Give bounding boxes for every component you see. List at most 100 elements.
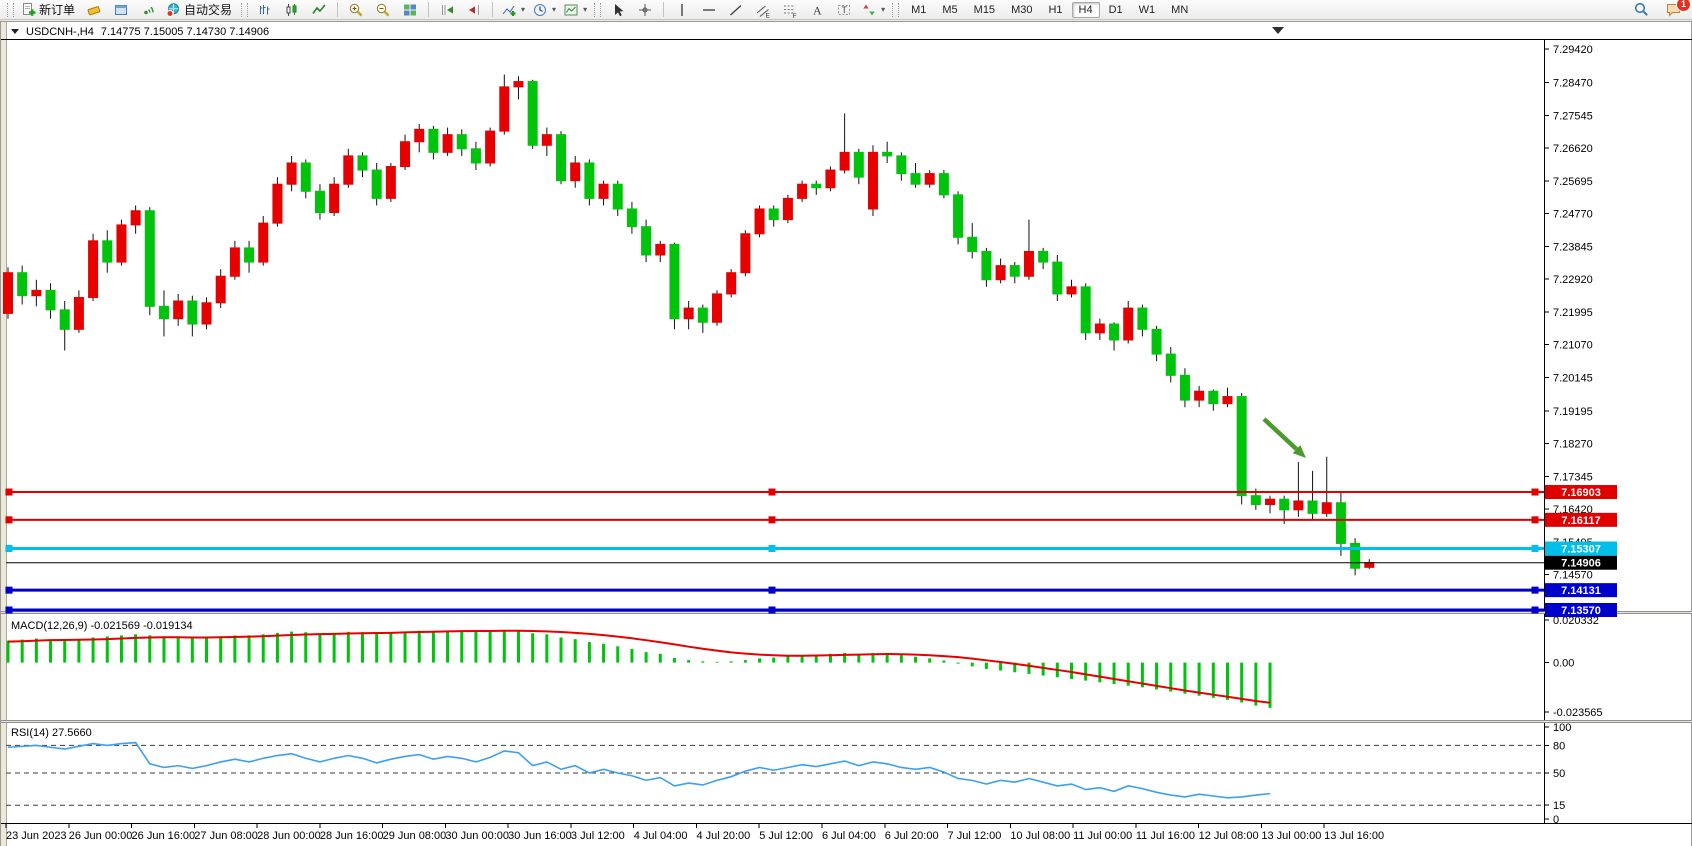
candlestick — [45, 289, 56, 311]
candlestick — [158, 305, 169, 320]
horizontal-line-7.16117[interactable]: 7.16117 — [5, 512, 1618, 527]
candlestick — [314, 190, 325, 214]
fibonacci-icon: F — [782, 2, 798, 18]
candlestick — [1080, 286, 1091, 334]
svg-text:7.18270: 7.18270 — [1553, 439, 1593, 451]
current-price-7.14906[interactable]: 7.14906 — [6, 555, 1617, 570]
channel-tool-button[interactable]: E — [750, 0, 776, 20]
timeframe-button-m1[interactable]: M1 — [911, 3, 927, 16]
cursor-tool-button[interactable] — [605, 0, 631, 20]
bar-chart-icon — [257, 2, 273, 18]
timeframe-button-h4[interactable]: H4 — [1071, 1, 1100, 18]
new-order-button[interactable]: 新订单 — [18, 0, 80, 20]
search-icon — [1633, 1, 1650, 18]
svg-text:11 Jul 16:00: 11 Jul 16:00 — [1136, 830, 1195, 842]
toolbar-grip[interactable] — [7, 2, 14, 17]
line-handle — [1531, 606, 1539, 614]
svg-text:0.00: 0.00 — [1553, 658, 1574, 670]
annotation-arrow[interactable] — [1262, 417, 1306, 458]
svg-text:0.020332: 0.020332 — [1553, 615, 1599, 627]
notifications-button[interactable]: 1 — [1660, 0, 1691, 20]
search-button[interactable] — [1628, 0, 1654, 20]
autotrading-icon — [165, 2, 181, 18]
svg-text:7.20145: 7.20145 — [1553, 372, 1593, 384]
timeframe-button-h1[interactable]: H1 — [1048, 3, 1063, 16]
line-handle — [768, 516, 776, 524]
signal-button[interactable] — [135, 0, 161, 20]
timeframe-button-m30[interactable]: M30 — [1011, 3, 1033, 16]
vertical-line-icon — [674, 2, 690, 18]
indicators-button[interactable]: ▾ — [498, 0, 528, 20]
periods-button[interactable]: ▾ — [529, 0, 559, 20]
candlestick — [201, 302, 212, 325]
zoom-out-button[interactable] — [370, 0, 396, 20]
timeframe-button-w1[interactable]: W1 — [1138, 3, 1156, 16]
horizontal-line-tool-button[interactable] — [696, 0, 722, 20]
svg-text:28 Jun 00:00: 28 Jun 00:00 — [257, 830, 321, 842]
candlestick — [485, 130, 496, 164]
templates-icon — [563, 2, 579, 18]
candlestick — [400, 141, 411, 168]
candlestick-mode-button[interactable] — [279, 0, 305, 20]
auto-trading-button[interactable]: 自动交易 — [162, 0, 237, 20]
horizontal-line-7.15307[interactable]: 7.15307 — [5, 541, 1618, 556]
price-axis: 7.29420 7.28470 7.27545 7.26620 7.25695 7.247… — [1544, 44, 1593, 582]
candlestick — [1293, 500, 1304, 511]
candlestick — [726, 272, 737, 295]
line-handle — [1531, 516, 1539, 524]
one-click-trading-arrow[interactable] — [11, 29, 19, 34]
candlestick — [286, 162, 297, 185]
line-handle — [768, 606, 776, 614]
chart-frame — [1, 39, 1692, 824]
candlestick — [513, 81, 524, 88]
timeframe-button-mn[interactable]: MN — [1171, 3, 1189, 16]
tile-windows-icon — [402, 2, 418, 18]
market-watch-button[interactable] — [81, 0, 107, 20]
auto-scroll-button[interactable] — [434, 0, 460, 20]
macd-signal-line — [7, 629, 1271, 704]
candlestick — [343, 155, 354, 185]
timeframe-button-m5[interactable]: M5 — [942, 3, 958, 16]
toolbar-grip[interactable] — [241, 2, 249, 17]
trendline-tool-button[interactable] — [723, 0, 749, 20]
bar-chart-mode-button[interactable] — [252, 0, 278, 20]
candlestick — [1123, 307, 1134, 341]
candlestick — [839, 151, 850, 171]
text-label-tool-button[interactable]: T — [831, 0, 857, 20]
horizontal-line-7.16903[interactable]: 7.16903 — [5, 485, 1618, 500]
toolbar-grip[interactable] — [594, 2, 602, 17]
svg-text:7.21070: 7.21070 — [1553, 340, 1593, 352]
svg-text:7 Jul 12:00: 7 Jul 12:00 — [948, 830, 1002, 842]
arrows-tool-button[interactable]: ▾ — [858, 0, 888, 20]
timeframe-toolbar: M1 M5 M15 M30 H1 H4 D1 W1 MN — [903, 1, 1196, 18]
zoom-in-button[interactable] — [343, 0, 369, 20]
horizontal-line-7.13570[interactable]: 7.13570 — [5, 602, 1618, 617]
indicators-icon — [501, 2, 517, 18]
timeframe-button-m15[interactable]: M15 — [973, 3, 996, 16]
crosshair-tool-button[interactable] — [632, 0, 658, 20]
timeframe-button-d1[interactable]: D1 — [1108, 3, 1123, 16]
svg-text:7.21995: 7.21995 — [1553, 307, 1593, 319]
tile-windows-button[interactable] — [397, 0, 423, 20]
candlestick — [1179, 374, 1190, 401]
terminal-button[interactable] — [108, 0, 134, 20]
vertical-line-tool-button[interactable] — [669, 0, 695, 20]
templates-button[interactable]: ▾ — [560, 0, 590, 20]
time-axis: 23 Jun 2023 26 Jun 00:00 26 Jun 16:00 27 Ju… — [5, 823, 1384, 842]
candlestick — [882, 151, 893, 157]
fibonacci-tool-button[interactable]: F — [777, 0, 803, 20]
candlestick — [669, 243, 680, 320]
candlestick — [173, 300, 184, 320]
candlestick — [598, 183, 609, 199]
chart-shift-marker[interactable] — [1272, 27, 1284, 34]
text-tool-button[interactable]: A — [804, 0, 830, 20]
candlestick — [1094, 323, 1105, 334]
chart-shift-button[interactable] — [461, 0, 487, 20]
chart-canvas[interactable]: 7.29420 7.28470 7.27545 7.26620 7.25695 7.247… — [1, 39, 1692, 846]
toolbar-grip[interactable] — [892, 2, 900, 17]
line-chart-mode-button[interactable] — [306, 0, 332, 20]
candlestick — [541, 134, 552, 146]
candlestick — [59, 309, 70, 330]
svg-text:7.22920: 7.22920 — [1553, 274, 1593, 286]
horizontal-line-7.14131[interactable]: 7.14131 — [5, 583, 1618, 598]
